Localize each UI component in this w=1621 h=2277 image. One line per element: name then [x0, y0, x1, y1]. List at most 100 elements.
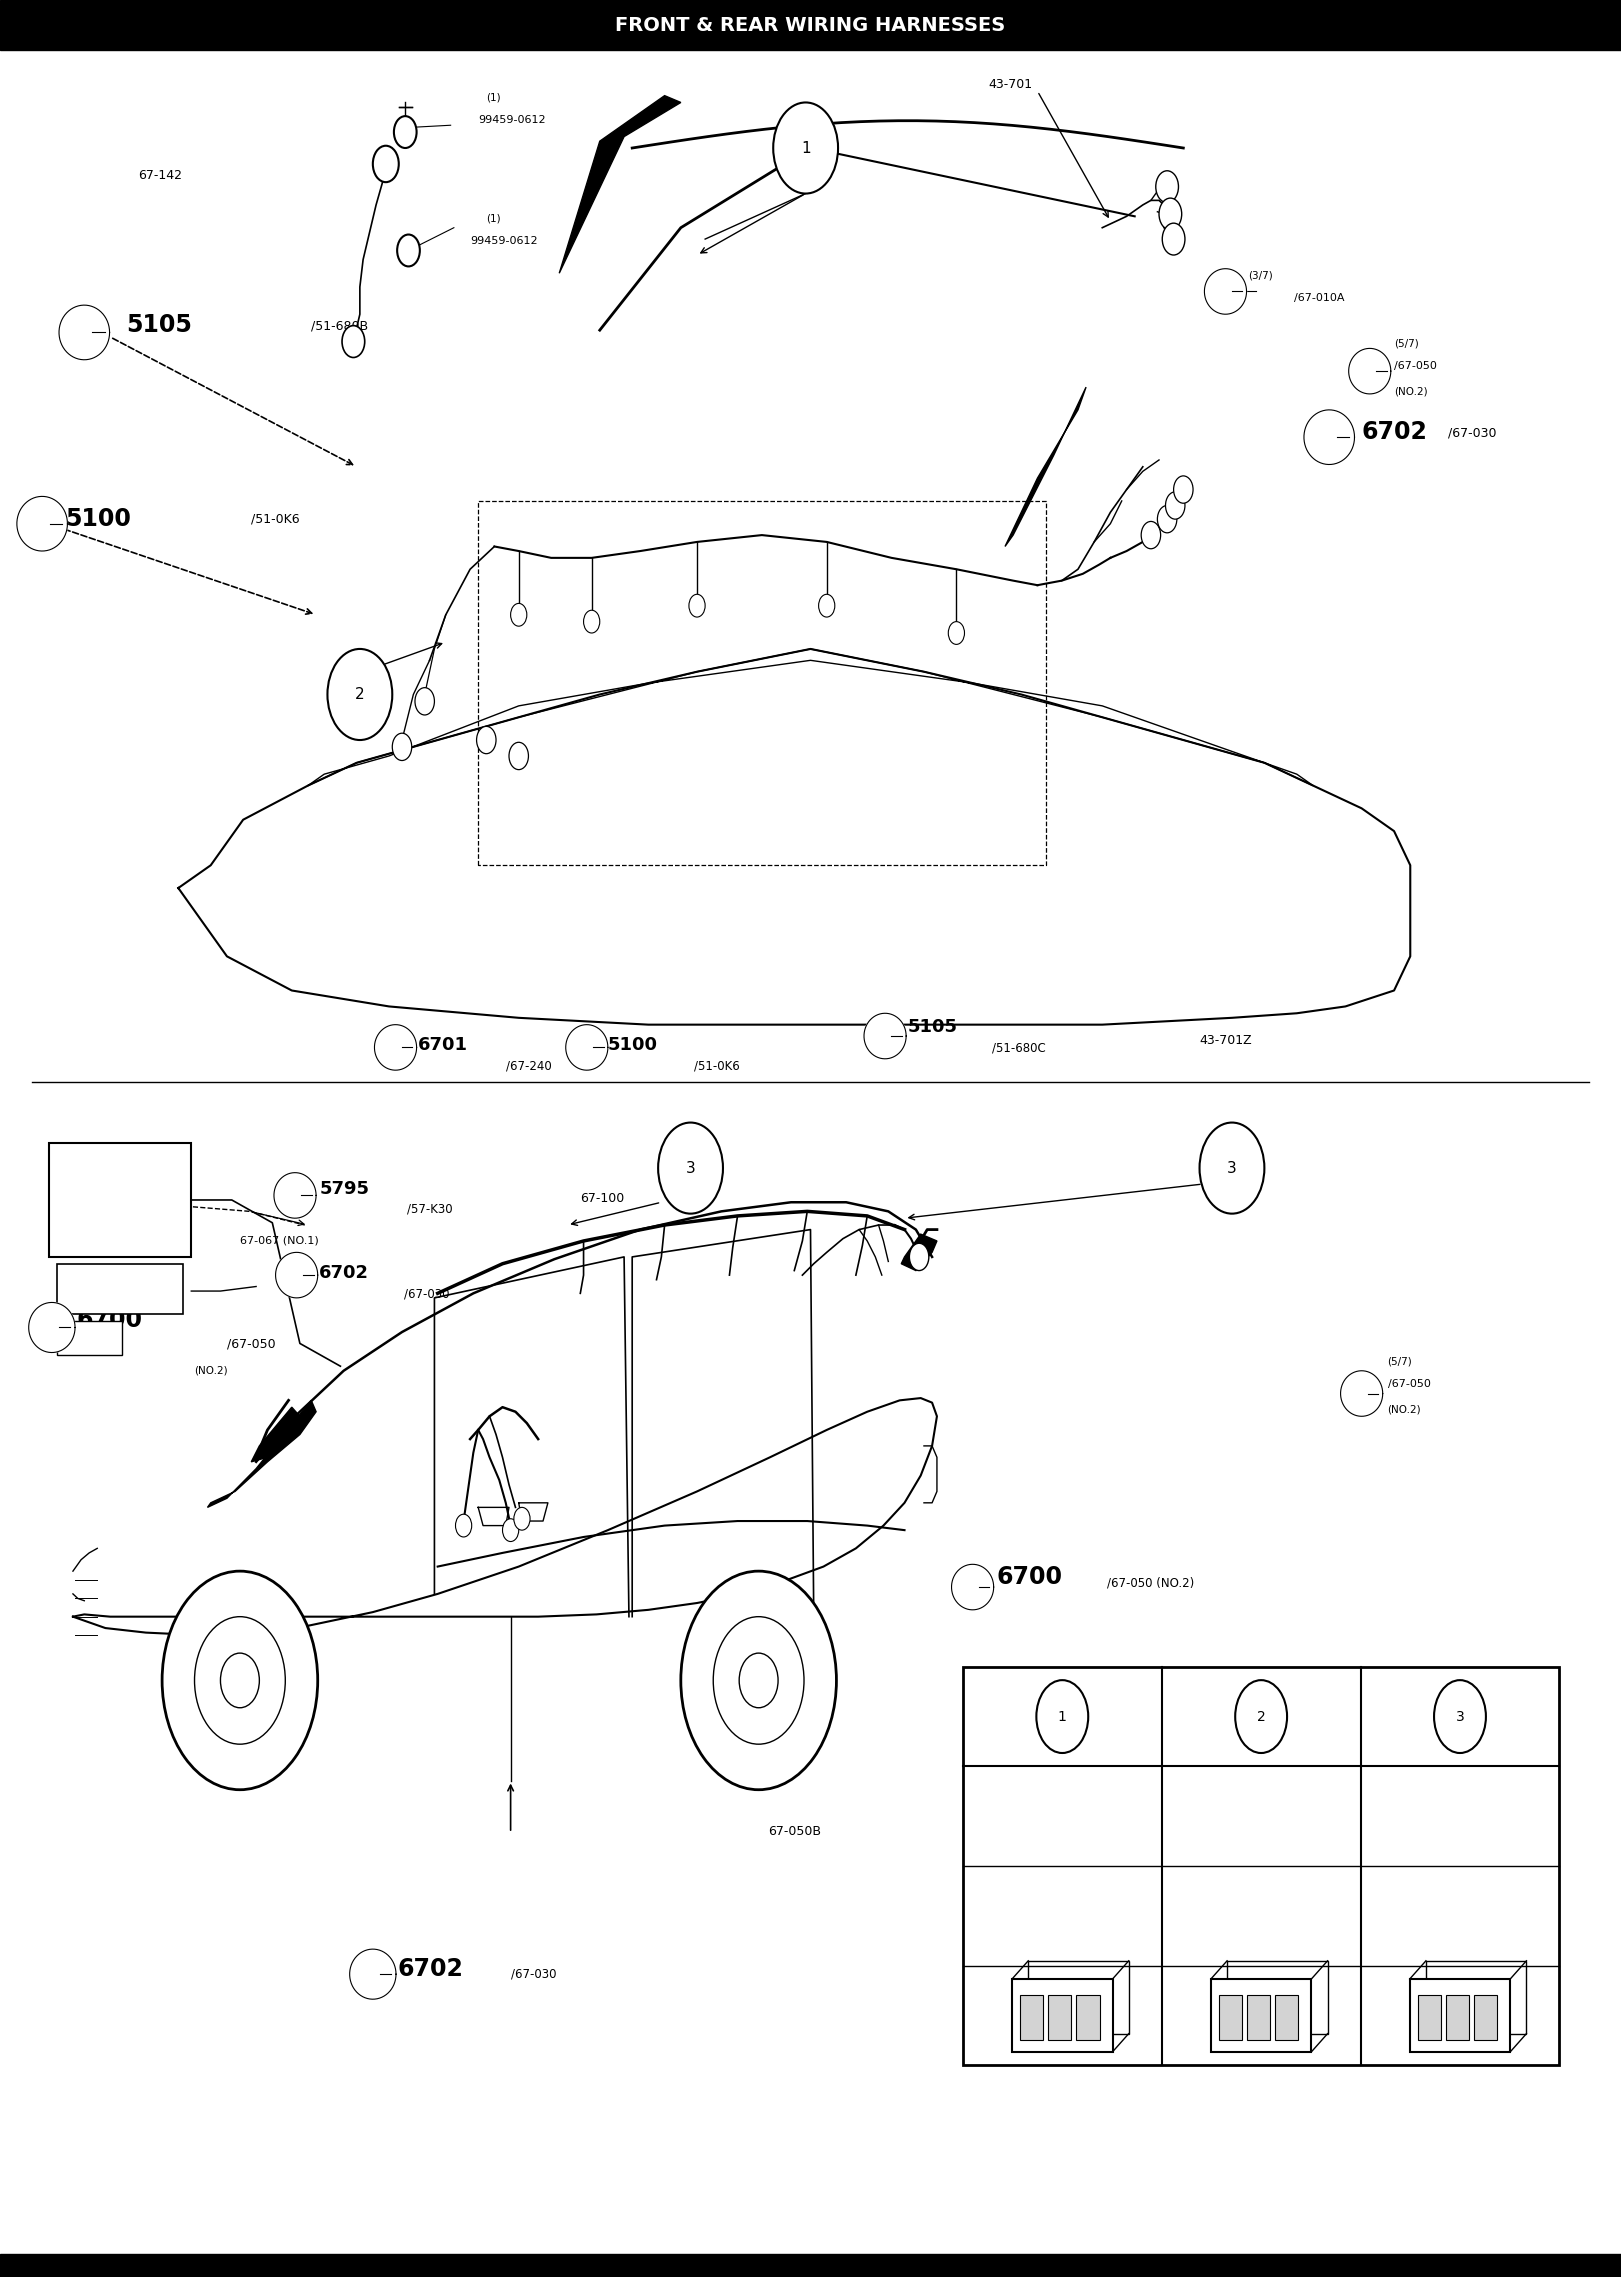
Text: (NO.2): (NO.2)	[195, 1366, 229, 1375]
Circle shape	[220, 1653, 259, 1708]
Polygon shape	[559, 96, 681, 273]
Circle shape	[819, 594, 835, 617]
Bar	[57, 1264, 183, 1314]
Circle shape	[1159, 198, 1182, 230]
Bar	[1020, 1995, 1044, 2040]
Bar	[1276, 1995, 1298, 2040]
Polygon shape	[864, 1013, 906, 1059]
Bar	[1219, 1995, 1242, 2040]
Bar	[1418, 1995, 1441, 2040]
Text: 67-067 (NO.1): 67-067 (NO.1)	[240, 1236, 319, 1246]
Circle shape	[1141, 521, 1161, 549]
Bar	[1446, 1995, 1469, 2040]
Bar	[1227, 1960, 1328, 2033]
Text: 6702: 6702	[319, 1264, 370, 1282]
Text: 5795: 5795	[319, 1179, 370, 1198]
Text: (5/7): (5/7)	[1388, 1357, 1412, 1366]
Circle shape	[689, 594, 705, 617]
Circle shape	[658, 1123, 723, 1214]
Circle shape	[1156, 171, 1178, 203]
Circle shape	[1036, 1680, 1088, 1753]
Text: 2: 2	[1256, 1710, 1266, 1724]
Circle shape	[1162, 223, 1185, 255]
Text: (NO.2): (NO.2)	[1388, 1405, 1422, 1414]
Text: 6701: 6701	[418, 1036, 468, 1054]
Circle shape	[1435, 1680, 1486, 1753]
Text: 3: 3	[1456, 1710, 1464, 1724]
Text: /51-0K6: /51-0K6	[251, 512, 300, 526]
Circle shape	[342, 326, 365, 357]
Bar	[1247, 1995, 1271, 2040]
Text: (1): (1)	[486, 93, 501, 102]
Text: /51-0K6: /51-0K6	[694, 1059, 739, 1072]
Polygon shape	[251, 1407, 300, 1462]
Text: 67-067: 67-067	[1238, 1810, 1284, 1822]
Bar	[49, 1143, 191, 1257]
Text: /51-680C: /51-680C	[992, 1041, 1046, 1054]
Bar	[1028, 1960, 1128, 2033]
Bar	[1410, 1979, 1511, 2052]
Circle shape	[394, 116, 417, 148]
Text: /67-050: /67-050	[1394, 362, 1436, 371]
Polygon shape	[58, 305, 110, 360]
Text: 6702: 6702	[1362, 419, 1428, 444]
Text: /67-050 (NO.2): /67-050 (NO.2)	[1107, 1576, 1195, 1589]
Bar	[1426, 1960, 1527, 2033]
Circle shape	[1174, 476, 1193, 503]
Polygon shape	[1204, 269, 1247, 314]
Bar	[1211, 1979, 1311, 2052]
Text: /67-030: /67-030	[1448, 426, 1496, 439]
Circle shape	[681, 1571, 836, 1790]
Polygon shape	[178, 649, 1410, 1025]
Text: (NO.4): (NO.4)	[1242, 1910, 1281, 1922]
Text: 6700: 6700	[76, 1307, 143, 1332]
Text: 5105: 5105	[126, 312, 193, 337]
Text: 2: 2	[355, 688, 365, 701]
Text: /57-K30: /57-K30	[407, 1202, 452, 1216]
Bar	[963, 1667, 1559, 2065]
Text: (NO.2): (NO.2)	[1441, 1910, 1478, 1922]
Circle shape	[195, 1617, 285, 1744]
Circle shape	[739, 1653, 778, 1708]
Text: FRONT & REAR WIRING HARNESSES: FRONT & REAR WIRING HARNESSES	[616, 16, 1005, 34]
Circle shape	[514, 1507, 530, 1530]
Polygon shape	[1005, 387, 1086, 546]
Text: 99459-0612: 99459-0612	[478, 116, 546, 125]
Text: (5/7): (5/7)	[1394, 339, 1418, 348]
Text: 5100: 5100	[65, 505, 131, 531]
Circle shape	[397, 235, 420, 266]
Bar	[1012, 1979, 1112, 2052]
Polygon shape	[207, 1400, 316, 1507]
Polygon shape	[73, 1398, 937, 1635]
Bar	[1076, 1995, 1099, 2040]
Circle shape	[477, 726, 496, 754]
Text: (3/7): (3/7)	[1248, 271, 1272, 280]
Circle shape	[713, 1617, 804, 1744]
Circle shape	[773, 102, 838, 194]
Circle shape	[1157, 505, 1177, 533]
Polygon shape	[901, 1234, 937, 1271]
Polygon shape	[29, 1302, 75, 1353]
Circle shape	[456, 1514, 472, 1537]
Circle shape	[584, 610, 600, 633]
Polygon shape	[274, 1173, 316, 1218]
Text: 67-142: 67-142	[138, 168, 182, 182]
Bar	[1473, 1995, 1498, 2040]
Polygon shape	[374, 1025, 417, 1070]
Text: 67-050B: 67-050B	[768, 1824, 822, 1838]
Text: (NO.3): (NO.3)	[1044, 1910, 1081, 1922]
Text: 6702: 6702	[397, 1956, 464, 1981]
Text: 3: 3	[686, 1161, 695, 1175]
Circle shape	[1235, 1680, 1287, 1753]
Polygon shape	[952, 1564, 994, 1610]
Text: /67-030: /67-030	[404, 1287, 449, 1300]
Text: /67-010A: /67-010A	[1294, 294, 1344, 303]
Text: /67-030: /67-030	[511, 1967, 556, 1981]
Circle shape	[503, 1519, 519, 1542]
Polygon shape	[350, 1949, 396, 1999]
Circle shape	[1165, 492, 1185, 519]
Text: 43-701Z: 43-701Z	[1200, 1034, 1251, 1047]
Text: 1: 1	[801, 141, 810, 155]
Text: 6700: 6700	[997, 1564, 1063, 1589]
Text: /67-050: /67-050	[1388, 1380, 1430, 1389]
